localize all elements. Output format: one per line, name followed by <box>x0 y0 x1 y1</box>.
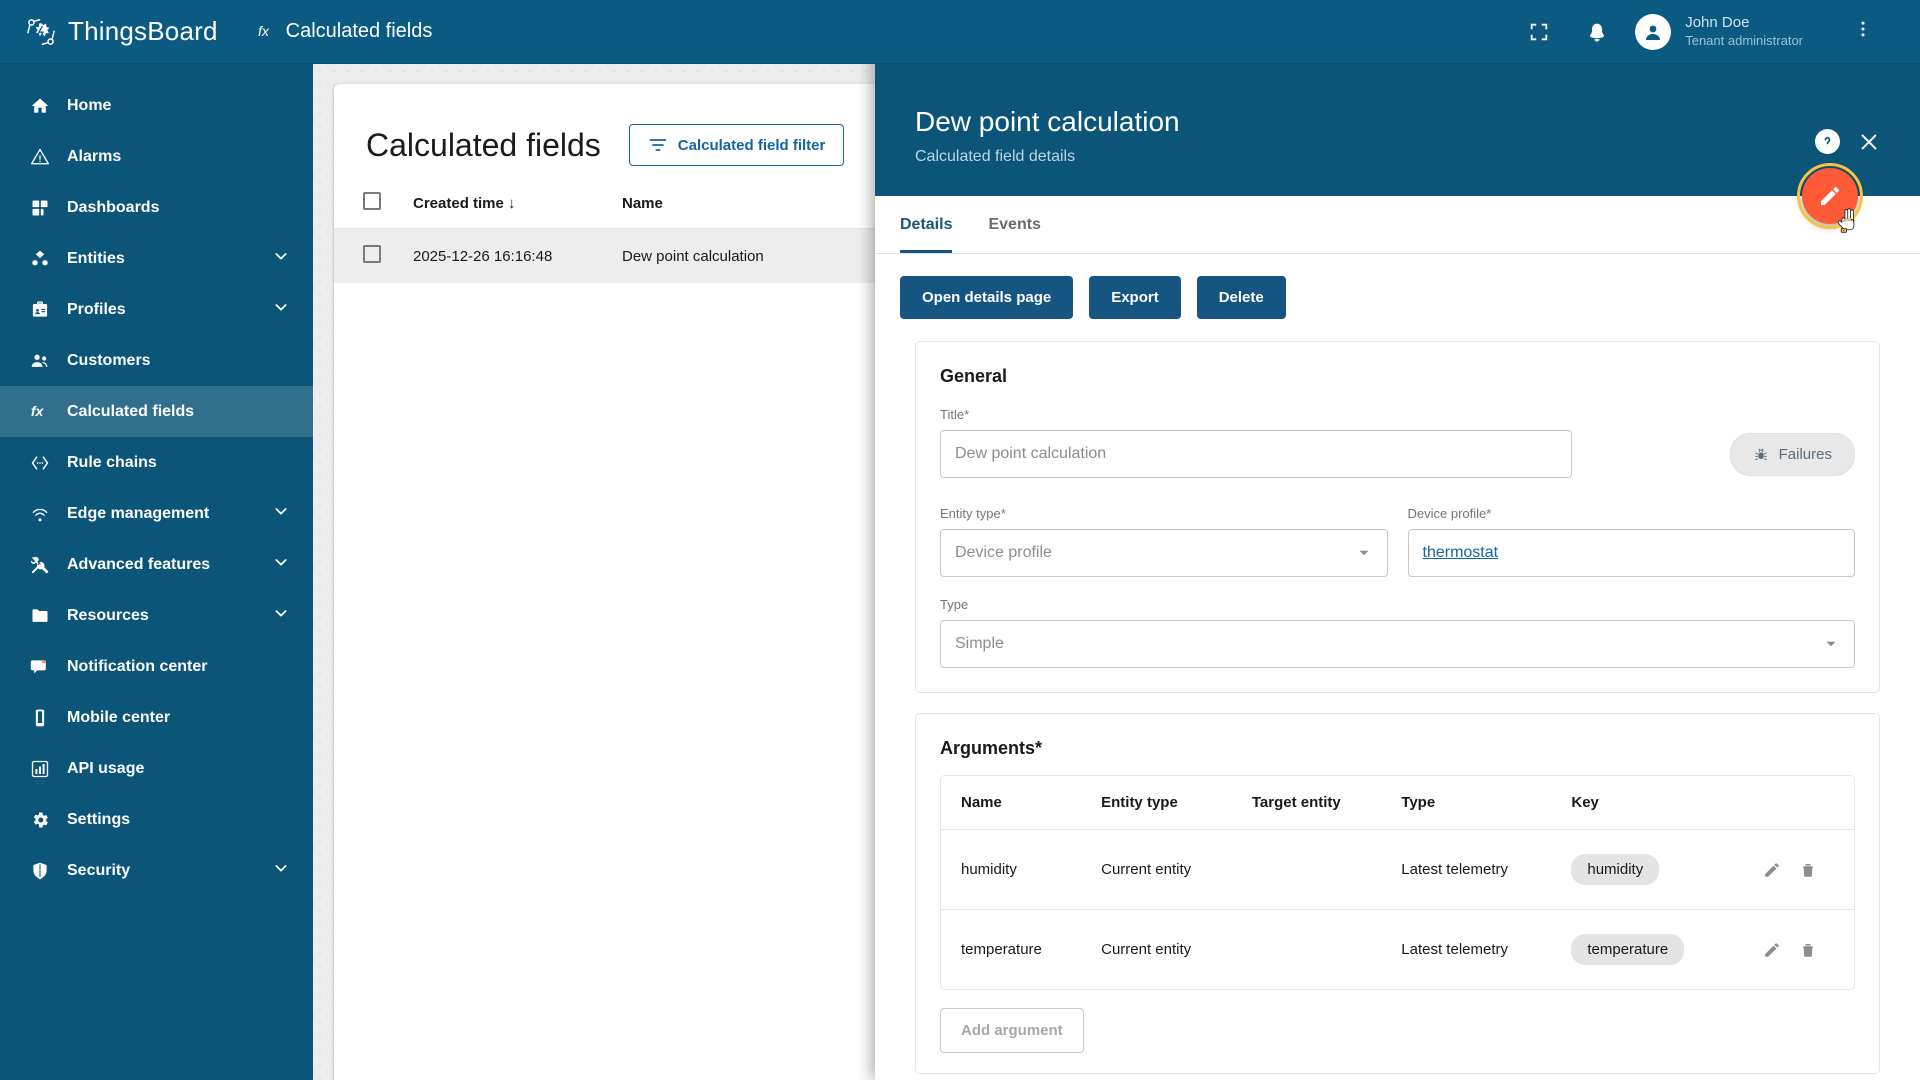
svg-text:fx: fx <box>31 404 45 420</box>
svg-text:fx: fx <box>258 24 270 40</box>
